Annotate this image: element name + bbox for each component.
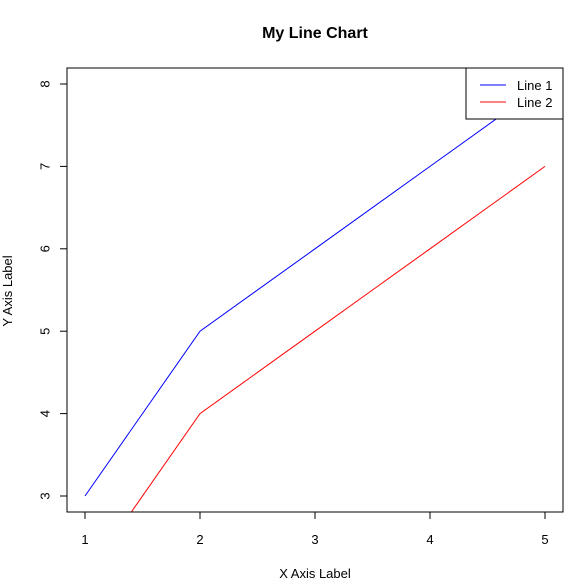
legend-label-2: Line 2 bbox=[517, 95, 552, 110]
legend: Line 1 Line 2 bbox=[465, 67, 564, 120]
x-axis-label: X Axis Label bbox=[279, 566, 351, 581]
x-tick-label: 3 bbox=[311, 532, 318, 547]
x-axis: 1 2 3 4 5 bbox=[81, 511, 549, 547]
series-line-1 bbox=[84, 83, 546, 497]
legend-box bbox=[465, 67, 564, 120]
y-axis: 3 4 5 6 7 8 bbox=[38, 80, 68, 500]
series-line-2 bbox=[130, 165, 546, 512]
y-tick-label: 8 bbox=[38, 80, 53, 87]
chart-title: My Line Chart bbox=[262, 25, 368, 42]
y-axis-label: Y Axis Label bbox=[0, 255, 15, 326]
x-tick-label: 5 bbox=[541, 532, 548, 547]
y-tick-label: 6 bbox=[38, 245, 53, 252]
x-tick-label: 4 bbox=[426, 532, 433, 547]
y-tick-label: 7 bbox=[38, 163, 53, 170]
legend-label-1: Line 1 bbox=[517, 78, 552, 93]
series-layer bbox=[84, 83, 546, 512]
plot-frame bbox=[66, 67, 564, 513]
y-tick-label: 5 bbox=[38, 328, 53, 335]
y-tick-label: 3 bbox=[38, 492, 53, 499]
y-tick-label: 4 bbox=[38, 410, 53, 417]
x-tick-label: 1 bbox=[81, 532, 88, 547]
x-tick-label: 2 bbox=[196, 532, 203, 547]
